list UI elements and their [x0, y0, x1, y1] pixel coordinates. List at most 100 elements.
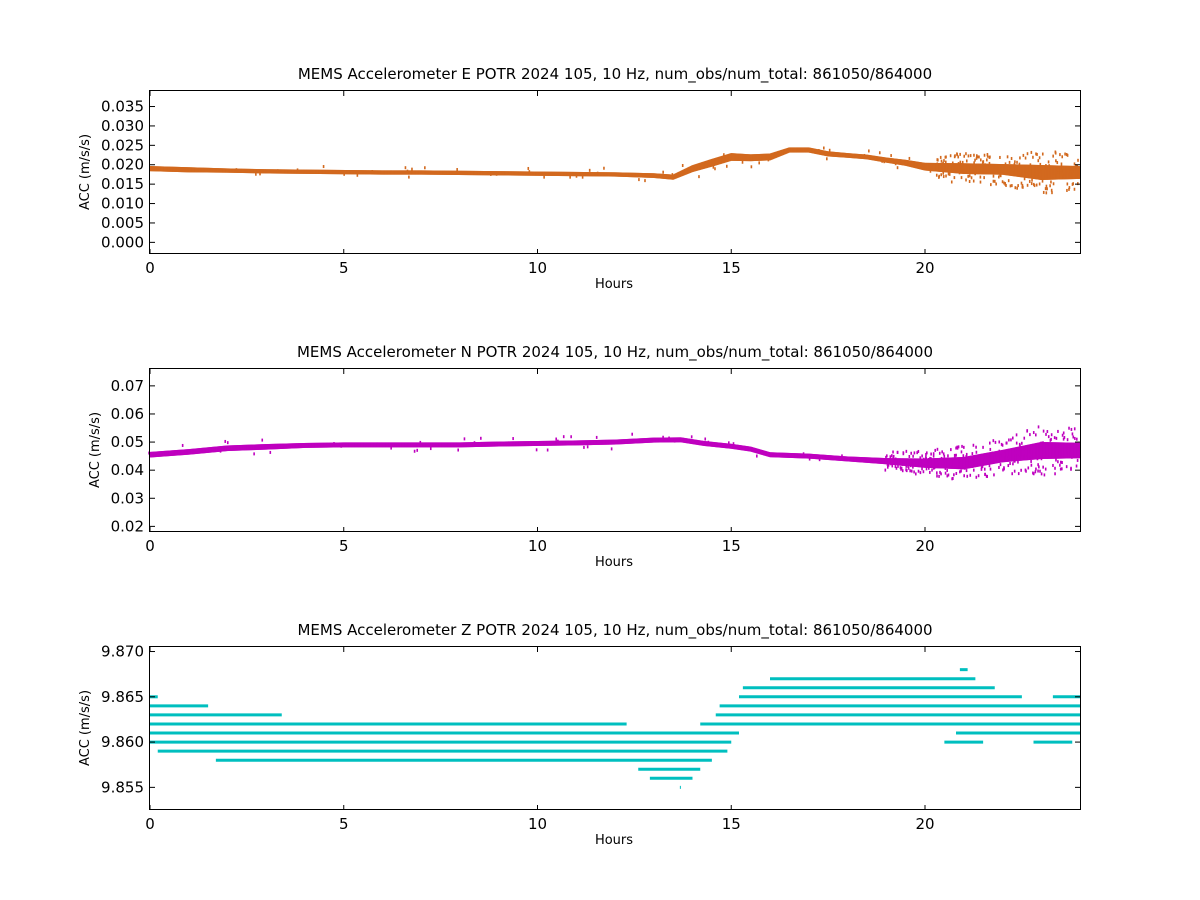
data-point	[1066, 182, 1069, 186]
x-axis-label: Hours	[595, 833, 633, 848]
data-point	[569, 175, 571, 179]
data-point	[1045, 164, 1047, 168]
data-point	[914, 472, 917, 476]
data-point	[975, 445, 977, 449]
data-point	[1029, 453, 1032, 457]
data-point	[887, 463, 890, 467]
data-point	[940, 456, 943, 460]
data-point	[1036, 457, 1039, 461]
data-point	[936, 162, 939, 166]
data-point	[1027, 171, 1030, 175]
y-tick-label: 9.860	[101, 733, 144, 751]
data-point	[424, 166, 426, 170]
data-point	[905, 469, 908, 473]
y-tick-label: 0.06	[111, 405, 144, 423]
data-point	[1001, 166, 1004, 170]
data-point	[586, 445, 589, 449]
data-point	[408, 175, 410, 179]
data-point	[892, 450, 894, 454]
data-point	[977, 474, 980, 478]
data-point	[868, 149, 870, 153]
data-point	[721, 158, 724, 162]
data-point	[935, 173, 938, 177]
data-point	[942, 175, 945, 179]
data-point	[977, 454, 980, 458]
x-tick-label: 5	[339, 537, 349, 555]
x-tick-label: 15	[722, 815, 741, 833]
data-point	[1044, 467, 1047, 471]
data-point	[235, 445, 237, 449]
data-point	[947, 163, 949, 167]
data-point	[1057, 460, 1059, 464]
data-point	[1009, 184, 1012, 188]
plot-frame	[149, 368, 1081, 532]
data-point	[1024, 170, 1026, 174]
data-point	[1071, 432, 1074, 436]
data-point	[945, 155, 947, 159]
data-point	[925, 457, 928, 461]
data-point	[959, 470, 961, 474]
data-point	[1066, 188, 1068, 192]
data-point	[823, 146, 825, 150]
data-point	[888, 460, 891, 464]
data-point	[1021, 441, 1023, 445]
data-point	[969, 154, 972, 158]
data-point	[1043, 473, 1046, 477]
x-axis-ticks: 0 5 10 15 20	[145, 369, 935, 555]
data-point	[671, 173, 674, 177]
data-point	[1052, 446, 1054, 450]
data-point	[1009, 462, 1011, 466]
data-point	[1025, 172, 1027, 176]
data-point	[968, 180, 971, 184]
data-point	[1065, 152, 1068, 156]
data-point	[1063, 174, 1065, 178]
data-point	[704, 437, 707, 441]
data-point	[1024, 468, 1027, 472]
data-point	[264, 445, 267, 449]
data-point	[913, 451, 916, 455]
data-point	[1059, 467, 1062, 471]
data-point	[1061, 467, 1063, 471]
data-point	[944, 462, 946, 466]
data-point	[1050, 180, 1052, 184]
data-point	[919, 462, 921, 466]
data-point	[603, 166, 605, 170]
data-point	[1013, 162, 1016, 166]
data-point	[1070, 427, 1073, 431]
data-point	[631, 432, 633, 436]
data-point	[932, 452, 935, 456]
data-point	[1071, 455, 1073, 459]
data-point	[1028, 446, 1030, 450]
data-point	[902, 451, 905, 455]
data-point	[1045, 432, 1047, 436]
data-point	[1056, 161, 1059, 165]
data-point	[1047, 443, 1049, 447]
data-point	[901, 469, 904, 473]
data-point	[930, 452, 932, 456]
data-point	[1057, 429, 1059, 433]
data-point	[1061, 172, 1064, 176]
data-point	[610, 447, 613, 451]
data-point	[967, 456, 970, 460]
data-point	[1073, 427, 1076, 431]
data-point	[583, 445, 585, 449]
data-point	[953, 473, 955, 477]
data-point	[1059, 153, 1061, 157]
data-point	[1061, 433, 1064, 437]
data-point	[1004, 182, 1006, 186]
data-point	[925, 467, 928, 471]
data-point	[1013, 469, 1016, 473]
data-point	[1035, 183, 1038, 187]
data-point	[1063, 435, 1066, 439]
y-axis-ticks: 0.02 0.03 0.04 0.05 0.06 0.07	[111, 377, 1080, 535]
data-point	[456, 168, 458, 172]
data-point	[1033, 184, 1036, 188]
data-point	[1016, 450, 1018, 454]
data-point	[1035, 433, 1037, 437]
x-tick-label: 5	[339, 259, 349, 277]
y-tick-label: 0.020	[101, 156, 144, 174]
data-point	[1060, 460, 1062, 464]
data-point	[1054, 472, 1056, 476]
data-point	[967, 174, 969, 178]
data-point	[1012, 168, 1015, 172]
